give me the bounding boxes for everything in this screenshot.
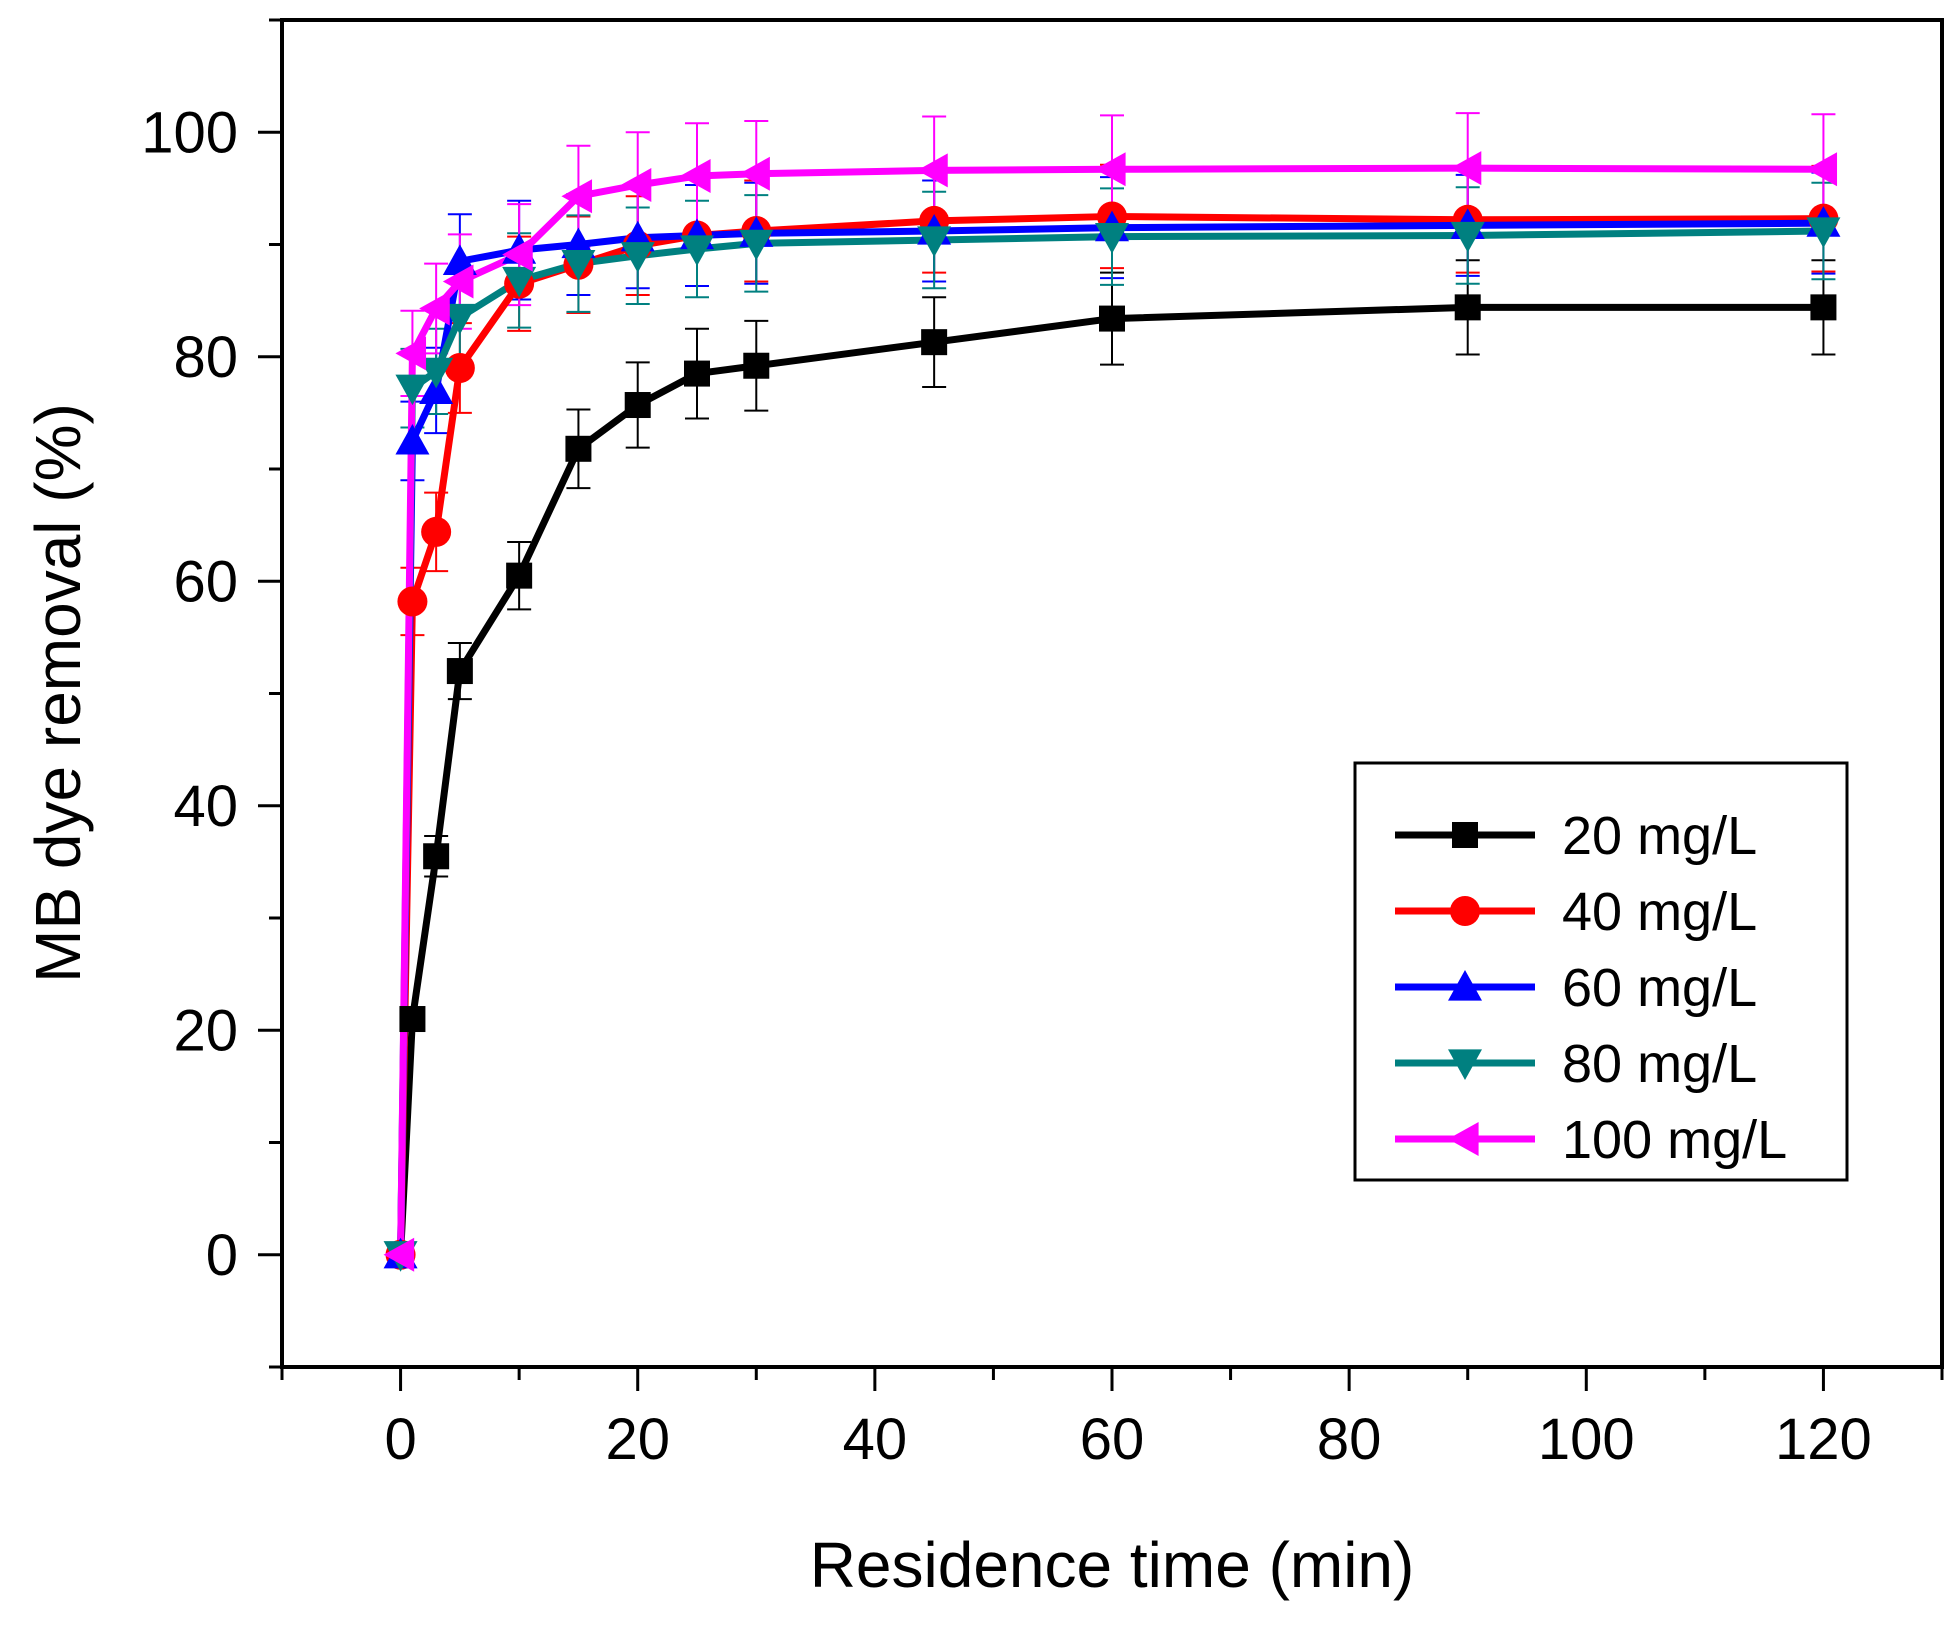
y-tick-label: 60 bbox=[173, 549, 238, 614]
y-tick-label: 40 bbox=[173, 774, 238, 839]
legend-label-80-mg-l: 80 mg/L bbox=[1562, 1034, 1757, 1094]
series-markers bbox=[383, 151, 1841, 1272]
y-axis-title: MB dye removal (%) bbox=[22, 403, 94, 983]
data-point-100-mg-l bbox=[739, 156, 770, 191]
data-point-100-mg-l bbox=[1095, 152, 1126, 187]
data-point-40-mg-l bbox=[397, 586, 428, 617]
data-point-20-mg-l bbox=[506, 562, 533, 589]
legend-entries: 20 mg/L 40 mg/L 60 mg/L 80 mg/L 100 mg/L bbox=[1395, 806, 1787, 1170]
data-point-20-mg-l bbox=[921, 329, 948, 356]
data-point-40-mg-l bbox=[444, 352, 475, 383]
x-tick-label: 0 bbox=[384, 1407, 416, 1472]
x-tick-label: 60 bbox=[1080, 1407, 1145, 1472]
x-tick-label: 120 bbox=[1775, 1407, 1872, 1472]
data-point-20-mg-l bbox=[423, 843, 450, 870]
data-point-80-mg-l bbox=[561, 249, 596, 281]
data-point-100-mg-l bbox=[620, 168, 652, 203]
axis-ticks bbox=[258, 18, 1944, 1391]
data-point-80-mg-l bbox=[739, 229, 774, 261]
data-point-20-mg-l bbox=[1099, 305, 1125, 332]
data-point-80-mg-l bbox=[419, 357, 454, 389]
data-point-100-mg-l bbox=[395, 336, 427, 371]
data-point-100-mg-l bbox=[383, 1237, 415, 1272]
data-point-100-mg-l bbox=[917, 153, 948, 188]
legend-label-40-mg-l: 40 mg/L bbox=[1562, 882, 1757, 942]
data-point-80-mg-l bbox=[502, 266, 537, 298]
x-axis-title: Residence time (min) bbox=[810, 1529, 1415, 1601]
data-point-40-mg-l bbox=[421, 516, 452, 547]
data-point-80-mg-l bbox=[395, 374, 430, 406]
data-point-20-mg-l bbox=[565, 435, 592, 462]
tick-labels: 0 20 40 60 80 100 120 0 20 40 60 80 100 bbox=[141, 100, 1872, 1472]
legend-marker-40-mg-l bbox=[1450, 896, 1480, 926]
legend-label-60-mg-l: 60 mg/L bbox=[1562, 958, 1757, 1018]
data-point-100-mg-l bbox=[680, 159, 711, 194]
x-tick-label: 40 bbox=[843, 1407, 908, 1472]
data-point-20-mg-l bbox=[684, 360, 710, 387]
data-point-100-mg-l bbox=[502, 237, 533, 272]
data-point-100-mg-l bbox=[419, 291, 450, 326]
data-point-100-mg-l bbox=[1450, 151, 1482, 186]
data-point-80-mg-l bbox=[1806, 217, 1841, 249]
data-point-20-mg-l bbox=[399, 1006, 426, 1033]
legend-marker-20-mg-l bbox=[1452, 822, 1478, 848]
y-tick-label: 20 bbox=[173, 998, 238, 1063]
data-point-60-mg-l bbox=[419, 373, 454, 405]
data-point-60-mg-l bbox=[442, 244, 477, 275]
legend-label-100-mg-l: 100 mg/L bbox=[1562, 1110, 1787, 1170]
data-point-20-mg-l bbox=[1810, 294, 1837, 321]
data-point-100-mg-l bbox=[1806, 152, 1838, 187]
data-point-80-mg-l bbox=[917, 226, 952, 258]
data-point-80-mg-l bbox=[680, 235, 714, 266]
data-point-20-mg-l bbox=[446, 658, 473, 685]
data-point-60-mg-l bbox=[395, 423, 430, 455]
data-point-80-mg-l bbox=[620, 242, 655, 273]
data-point-100-mg-l bbox=[561, 179, 593, 214]
legend-marker-60-mg-l bbox=[1448, 970, 1482, 1001]
y-tick-label: 0 bbox=[206, 1223, 238, 1288]
data-point-80-mg-l bbox=[442, 303, 477, 335]
data-point-20-mg-l bbox=[1454, 294, 1481, 321]
data-point-20-mg-l bbox=[624, 392, 651, 419]
data-point-80-mg-l bbox=[1095, 223, 1129, 254]
legend-marker-100-mg-l bbox=[1448, 1122, 1479, 1156]
y-tick-label: 100 bbox=[141, 100, 238, 165]
data-point-100-mg-l bbox=[442, 264, 474, 299]
data-point-20-mg-l bbox=[743, 352, 770, 379]
legend: 20 mg/L 40 mg/L 60 mg/L 80 mg/L 100 mg/L bbox=[1353, 761, 1849, 1182]
x-tick-label: 20 bbox=[605, 1407, 670, 1472]
x-tick-label: 100 bbox=[1538, 1407, 1635, 1472]
y-tick-label: 80 bbox=[173, 325, 238, 390]
legend-label-20-mg-l: 20 mg/L bbox=[1562, 806, 1757, 866]
x-tick-label: 80 bbox=[1317, 1407, 1382, 1472]
data-point-80-mg-l bbox=[1450, 221, 1485, 253]
legend-marker-80-mg-l bbox=[1448, 1049, 1482, 1080]
